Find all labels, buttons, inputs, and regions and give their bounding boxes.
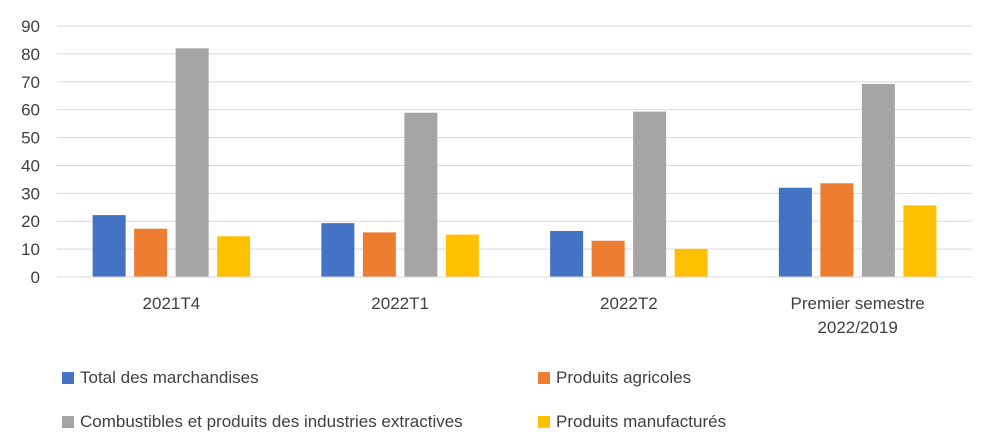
- bar-s4-c3: [674, 248, 708, 277]
- bar-s4-c1: [217, 236, 251, 277]
- x-category-label-line: 2021T4: [143, 294, 201, 313]
- bar-s2-c2: [362, 232, 396, 277]
- bar-s4-c2: [445, 234, 479, 277]
- bar-s1-c4: [778, 187, 812, 277]
- x-category-label-4: Premier semestre 2022/2019: [791, 294, 925, 337]
- bar-s1-c2: [321, 223, 355, 277]
- x-category-label-3: 2022T2: [600, 294, 658, 313]
- bar-s2-c4: [820, 183, 854, 277]
- bar-s2-c3: [591, 240, 625, 277]
- y-tick-label-90: 90: [21, 17, 40, 36]
- x-category-label-line: 2022T1: [371, 294, 429, 313]
- x-category-label-line: Premier semestre: [791, 294, 925, 313]
- bar-s2-c1: [134, 228, 168, 277]
- y-tick-label-0: 0: [31, 268, 40, 287]
- x-category-label-line: 2022T2: [600, 294, 658, 313]
- x-category-label-line: 2022/2019: [817, 318, 897, 337]
- bar-s3-c2: [404, 112, 438, 278]
- y-tick-label-30: 30: [21, 184, 40, 203]
- y-tick-label-80: 80: [21, 45, 40, 64]
- bar-s3-c4: [861, 84, 895, 278]
- y-tick-label-50: 50: [21, 129, 40, 148]
- x-category-label-2: 2022T1: [371, 294, 429, 313]
- y-axis-tick-labels: 0 10 20 30 40 50 60 70 80 90: [21, 17, 40, 287]
- bar-s3-c3: [633, 111, 667, 277]
- bar-s4-c4: [903, 205, 937, 277]
- x-category-label-1: 2021T4: [143, 294, 201, 313]
- y-tick-label-10: 10: [21, 240, 40, 259]
- bar-s1-c1: [92, 215, 126, 277]
- bars: [92, 48, 937, 278]
- y-tick-label-60: 60: [21, 101, 40, 120]
- bar-s1-c3: [550, 230, 584, 277]
- x-axis-category-labels: 2021T4 2022T1 2022T2 Premier semestre 2022/2…: [143, 294, 925, 337]
- gridlines: [57, 25, 972, 250]
- y-tick-label-70: 70: [21, 73, 40, 92]
- y-tick-label-40: 40: [21, 156, 40, 175]
- y-tick-label-20: 20: [21, 212, 40, 231]
- bar-s3-c1: [175, 48, 209, 277]
